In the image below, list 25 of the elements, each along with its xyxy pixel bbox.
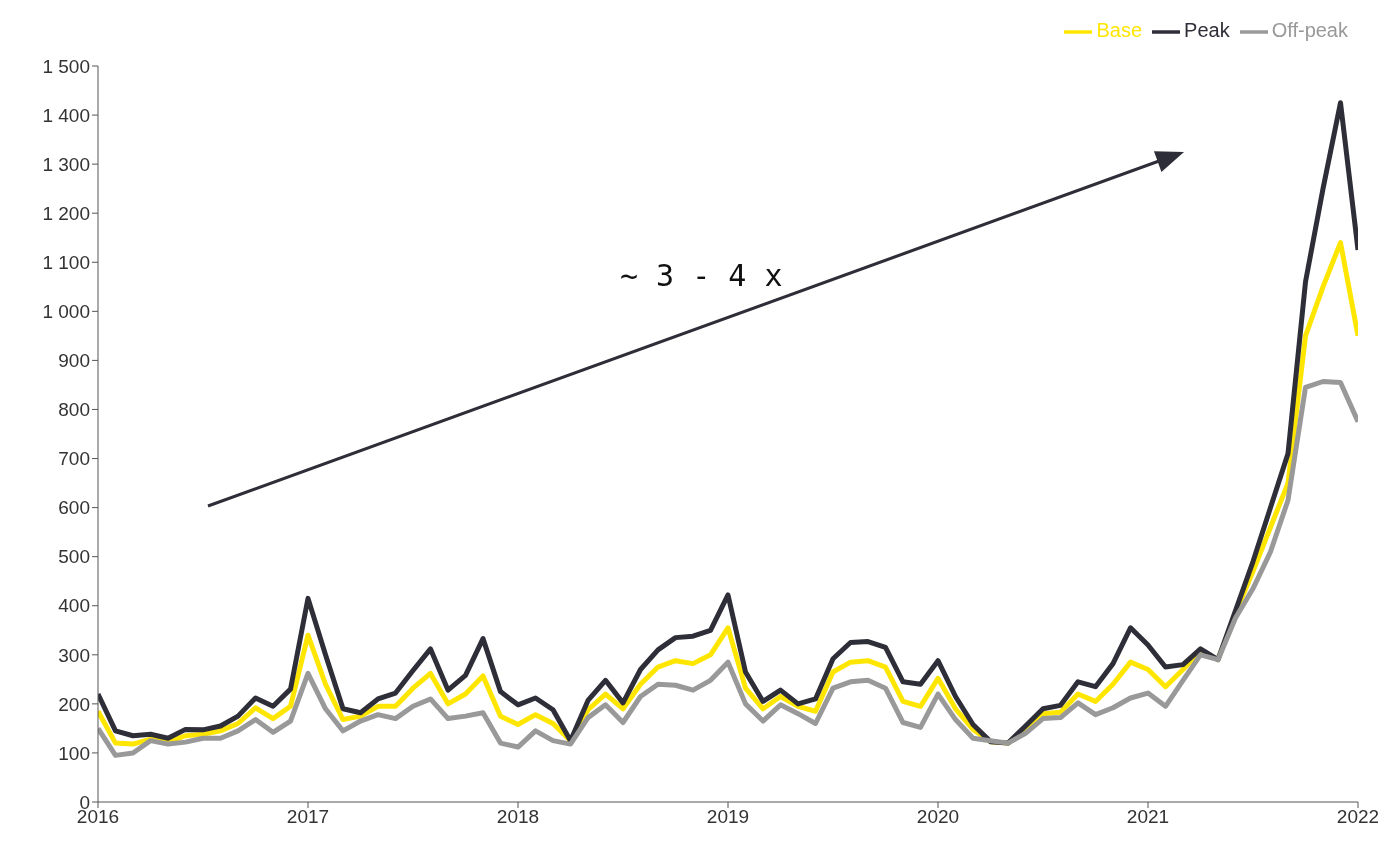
x-tick-label: 2020 [916,806,960,828]
annotation: ~ 3 - 4 x [620,258,783,293]
y-tick-label: 800 [58,399,90,421]
legend-label: Base [1096,19,1143,42]
y-tick-label: 400 [58,595,90,617]
x-tick-label: 2019 [706,806,750,828]
x-tick-label: 2021 [1126,806,1170,828]
x-tick-label: 2017 [286,806,330,828]
y-tick-label: 1 500 [42,55,90,77]
y-tick-label: 200 [58,693,90,715]
y-tick-label: 700 [58,448,90,470]
y-tick-label: 300 [58,644,90,666]
y-tick-label: 1 100 [42,252,90,274]
legend-label: Peak [1184,19,1230,42]
x-tick-label: 2022 [1336,806,1380,828]
y-tick-label: 1 400 [42,104,90,126]
y-tick-label: 1 200 [42,202,90,224]
y-tick-label: 900 [58,350,90,372]
x-tick-label: 2018 [496,806,540,828]
y-tick-label: 500 [58,546,90,568]
y-tick-label: 100 [58,742,90,764]
legend-label: Off-peak [1271,19,1348,42]
y-tick-label: 1 300 [42,153,90,175]
y-tick-label: 1 000 [42,301,90,323]
y-tick-label: 600 [58,497,90,519]
